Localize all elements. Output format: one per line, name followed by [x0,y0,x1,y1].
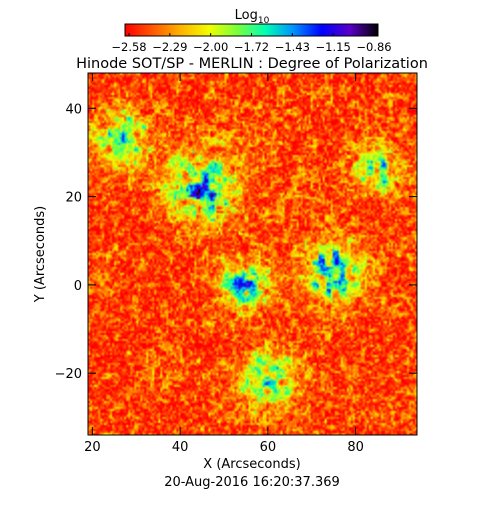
x-tick-label: 80 [347,440,364,455]
x-tick-label: 60 [260,440,277,455]
y-tick-label: −20 [55,367,82,382]
colorbar-tick-label: −1.15 [316,40,351,54]
y-axis-label: Y (Arcseconds) [33,206,48,303]
plot-frame [87,72,418,436]
x-axis: 20 40 60 80 [84,73,364,455]
colorbar-tick-label: −2.00 [193,40,228,54]
timestamp: 20-Aug-2016 16:20:37.369 [164,475,340,490]
colorbar-tick-label: −1.43 [275,40,310,54]
colorbar-tick-label: −1.72 [234,40,269,54]
colorbar-tick-labels: −2.58 −2.29 −2.00 −1.72 −1.43 −1.15 −0.86 [111,33,392,54]
colorbar-tick-label: −2.29 [152,40,187,54]
colorbar-tick-label: −0.86 [356,40,391,54]
y-axis: −20 0 20 40 [55,102,417,382]
plot-area [87,72,418,436]
y-tick-label: 40 [65,102,82,117]
chart-title: Hinode SOT/SP - MERLIN : Degree of Polar… [76,56,428,72]
colorbar-title: Log10 [235,8,270,26]
x-tick-label: 40 [172,440,189,455]
y-tick-label: 0 [74,279,82,294]
x-axis-label: X (Arcseconds) [203,457,300,472]
polarization-heatmap [88,73,417,435]
colorbar-tick-label: −2.58 [111,40,146,54]
y-tick-label: 20 [65,191,82,206]
x-tick-label: 20 [84,440,101,455]
